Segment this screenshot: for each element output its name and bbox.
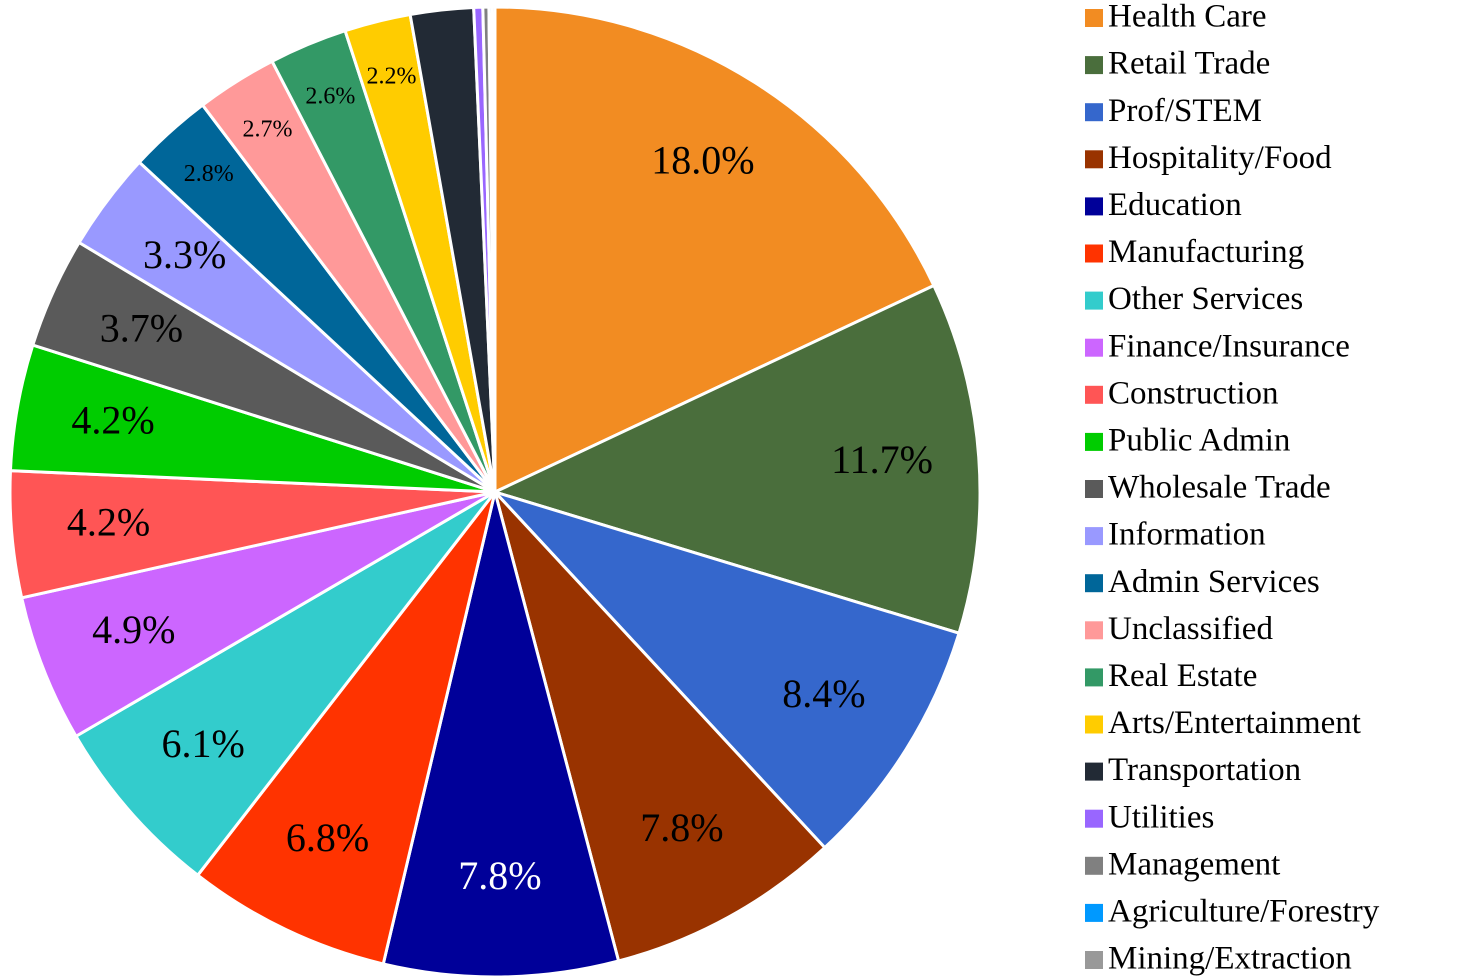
legend-marker <box>1085 432 1103 451</box>
data-label: 6.8% <box>286 815 369 860</box>
pie-slice <box>195 491 497 966</box>
legend-marker <box>1085 715 1103 734</box>
data-label: 7.8% <box>458 853 541 898</box>
pie-slice <box>19 490 496 739</box>
legend-label: Arts/Entertainment <box>1108 705 1361 741</box>
data-label: 4.9% <box>92 607 175 652</box>
legend-marker <box>1085 338 1103 357</box>
legend-marker <box>1085 809 1103 828</box>
pie-slice <box>493 490 827 963</box>
legend-label: Construction <box>1108 375 1279 411</box>
legend-marker <box>1085 291 1103 310</box>
legend-label: Finance/Insurance <box>1108 328 1350 364</box>
legend-label: Information <box>1108 517 1266 553</box>
legend-label: Other Services <box>1108 281 1303 317</box>
pie-slice <box>381 491 621 979</box>
data-label: 3.7% <box>100 306 183 351</box>
pie-slice <box>490 283 982 636</box>
legend-label: Mining/Extraction <box>1108 941 1352 977</box>
legend-marker <box>1085 668 1103 687</box>
data-label: 2.2% <box>366 63 416 89</box>
data-label: 7.8% <box>640 805 723 850</box>
legend-marker <box>1085 527 1103 546</box>
legend-marker <box>1085 903 1103 922</box>
legend-marker <box>1085 574 1103 593</box>
legend-label: Retail Trade <box>1108 46 1270 82</box>
data-label: 3.3% <box>143 232 226 277</box>
pie-slice <box>73 490 497 878</box>
legend-label: Agriculture/Forestry <box>1108 893 1380 929</box>
pie-slice <box>490 488 961 850</box>
legend-label: Manufacturing <box>1108 234 1304 270</box>
legend-marker <box>1085 762 1103 781</box>
legend-marker <box>1085 856 1103 875</box>
data-label: 4.2% <box>67 499 150 544</box>
data-label: 2.8% <box>184 161 234 187</box>
legend-label: Utilities <box>1108 799 1214 835</box>
legend-label: Management <box>1108 846 1280 882</box>
legend-marker <box>1085 244 1103 263</box>
legend-marker <box>1085 56 1103 75</box>
data-label: 8.4% <box>782 671 865 716</box>
legend-marker <box>1085 103 1103 122</box>
legend-label: Unclassified <box>1108 611 1273 647</box>
legend-label: Public Admin <box>1108 422 1290 458</box>
data-label: 18.0% <box>651 138 754 183</box>
legend-marker <box>1085 385 1103 404</box>
legend-label: Admin Services <box>1108 564 1320 600</box>
legend-label: Health Care <box>1108 0 1267 35</box>
data-label: 2.6% <box>305 84 355 110</box>
legend-label: Education <box>1108 187 1242 223</box>
data-label: 11.7% <box>831 437 933 482</box>
legend-label: Real Estate <box>1108 658 1257 694</box>
pie-slice <box>493 5 936 495</box>
legend-marker <box>1085 951 1103 969</box>
data-label: 4.2% <box>71 397 154 442</box>
legend-label: Wholesale Trade <box>1108 470 1331 506</box>
data-label: 6.1% <box>161 721 244 766</box>
legend-marker <box>1085 621 1103 640</box>
legend-marker <box>1085 150 1103 169</box>
data-label: 2.7% <box>242 116 292 142</box>
legend-marker <box>1085 9 1103 27</box>
legend-label: Hospitality/Food <box>1108 140 1332 176</box>
legend-marker <box>1085 480 1103 498</box>
legend-label: Prof/STEM <box>1108 93 1262 129</box>
legend-marker <box>1085 197 1103 216</box>
legend-label: Transportation <box>1108 752 1301 788</box>
pie-slice <box>490 5 497 493</box>
